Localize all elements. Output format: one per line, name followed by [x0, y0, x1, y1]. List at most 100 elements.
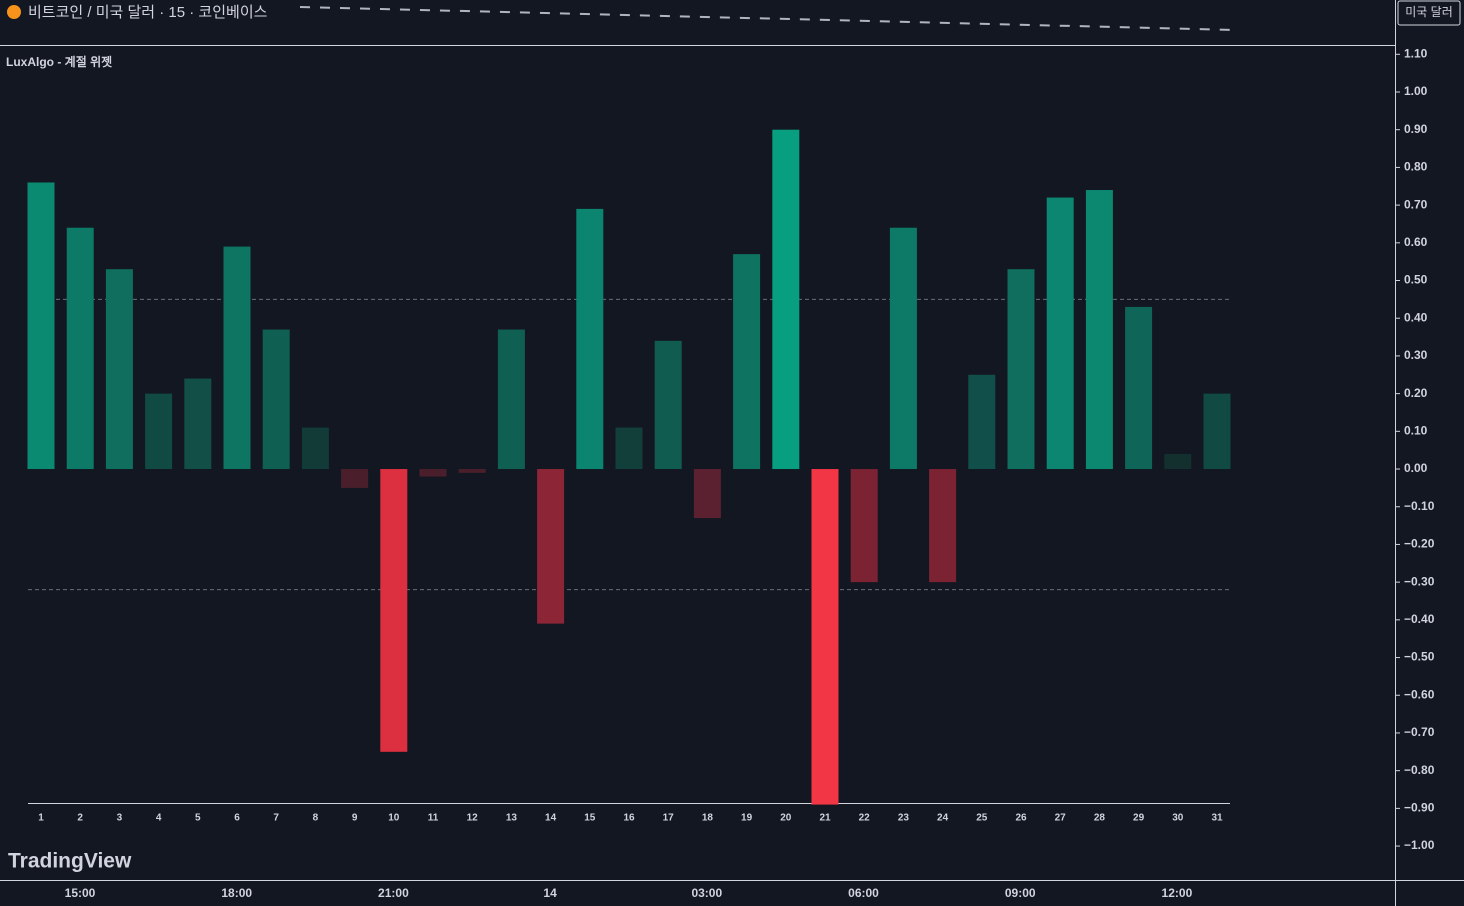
x-tick-label: 14 — [545, 813, 557, 824]
x-tick-label: 9 — [352, 813, 358, 824]
bar — [850, 469, 878, 583]
time-label: 03:00 — [691, 886, 722, 900]
time-label: 21:00 — [378, 886, 409, 900]
bar — [1046, 197, 1074, 470]
bar — [184, 378, 212, 470]
y-tick-label: 0.20 — [1404, 386, 1428, 400]
y-tick-label: 0.90 — [1404, 122, 1428, 136]
y-tick-label: −0.40 — [1404, 612, 1435, 626]
time-label: 14 — [543, 886, 557, 900]
x-tick-label: 22 — [859, 813, 871, 824]
symbol-icon — [7, 5, 21, 19]
bar — [772, 129, 800, 470]
x-tick-label: 3 — [117, 813, 123, 824]
x-tick-label: 18 — [702, 813, 714, 824]
bar — [301, 427, 329, 470]
x-tick-label: 10 — [388, 813, 400, 824]
x-tick-label: 12 — [467, 813, 479, 824]
y-tick-label: −0.50 — [1404, 650, 1435, 664]
bar — [1164, 453, 1192, 470]
y-tick-label: 0.70 — [1404, 197, 1428, 211]
bar — [419, 469, 447, 477]
x-tick-label: 26 — [1015, 813, 1027, 824]
y-tick-label: 0.50 — [1404, 273, 1428, 287]
x-tick-label: 20 — [780, 813, 792, 824]
bar — [537, 469, 565, 624]
x-tick-label: 19 — [741, 813, 753, 824]
x-tick-label: 1 — [38, 813, 44, 824]
y-tick-label: 0.80 — [1404, 160, 1428, 174]
x-tick-label: 4 — [156, 813, 162, 824]
x-tick-label: 5 — [195, 813, 201, 824]
bar — [380, 469, 408, 752]
bar — [341, 469, 369, 488]
bar — [615, 427, 643, 470]
time-label: 18:00 — [221, 886, 252, 900]
bar — [458, 469, 486, 473]
x-tick-label: 27 — [1055, 813, 1067, 824]
y-tick-label: 0.60 — [1404, 235, 1428, 249]
x-tick-label: 28 — [1094, 813, 1106, 824]
y-tick-label: −0.60 — [1404, 687, 1435, 701]
time-label: 12:00 — [1162, 886, 1193, 900]
x-tick-label: 6 — [234, 813, 240, 824]
bar — [968, 374, 996, 470]
x-tick-label: 15 — [584, 813, 596, 824]
bar — [27, 182, 55, 470]
y-tick-label: −0.30 — [1404, 574, 1435, 588]
currency-button[interactable] — [1397, 0, 1461, 26]
y-tick-label: −0.70 — [1404, 725, 1435, 739]
bar — [262, 329, 290, 470]
watermark: TradingView — [8, 850, 132, 873]
y-tick-label: −0.20 — [1404, 537, 1435, 551]
x-tick-label: 17 — [663, 813, 675, 824]
bar — [576, 208, 604, 470]
y-tick-label: 0.40 — [1404, 310, 1428, 324]
x-tick-label: 29 — [1133, 813, 1145, 824]
bar — [1085, 190, 1113, 470]
x-tick-label: 21 — [819, 813, 831, 824]
y-tick-label: 1.00 — [1404, 84, 1428, 98]
bar — [889, 227, 917, 470]
symbol-title: 비트코인 / 미국 달러 · 15 · 코인베이스 — [28, 4, 268, 21]
x-tick-label: 16 — [623, 813, 635, 824]
bar — [733, 254, 761, 470]
x-tick-label: 7 — [273, 813, 279, 824]
currency-label[interactable]: 미국 달러 — [1405, 5, 1453, 19]
bar — [654, 340, 682, 470]
bar — [811, 469, 839, 805]
bar — [105, 269, 133, 470]
bar — [66, 227, 94, 470]
y-tick-label: −0.80 — [1404, 763, 1435, 777]
y-tick-label: −0.90 — [1404, 801, 1435, 815]
bar — [1203, 393, 1231, 470]
x-tick-label: 11 — [428, 813, 439, 824]
indicator-title: LuxAlgo - 계절 위젯 — [6, 54, 112, 69]
y-tick-label: 1.10 — [1404, 46, 1428, 60]
bar — [497, 329, 525, 470]
x-tick-label: 2 — [77, 813, 83, 824]
x-tick-label: 23 — [898, 813, 910, 824]
x-tick-label: 24 — [937, 813, 949, 824]
bar — [929, 469, 957, 583]
bar — [223, 246, 251, 470]
bar — [145, 393, 173, 470]
time-label: 06:00 — [848, 886, 879, 900]
bar — [1007, 269, 1035, 470]
y-tick-label: −0.10 — [1404, 499, 1435, 513]
y-tick-label: −1.00 — [1404, 838, 1435, 852]
x-tick-label: 31 — [1211, 813, 1223, 824]
x-tick-label: 8 — [313, 813, 319, 824]
x-tick-label: 30 — [1172, 813, 1184, 824]
bar — [693, 469, 721, 519]
y-tick-label: 0.30 — [1404, 348, 1428, 362]
y-tick-label: 0.00 — [1404, 461, 1428, 475]
price-preview — [299, 6, 1236, 31]
time-label: 15:00 — [65, 886, 96, 900]
x-tick-label: 13 — [506, 813, 518, 824]
x-tick-label: 25 — [976, 813, 988, 824]
bar — [1125, 306, 1153, 470]
